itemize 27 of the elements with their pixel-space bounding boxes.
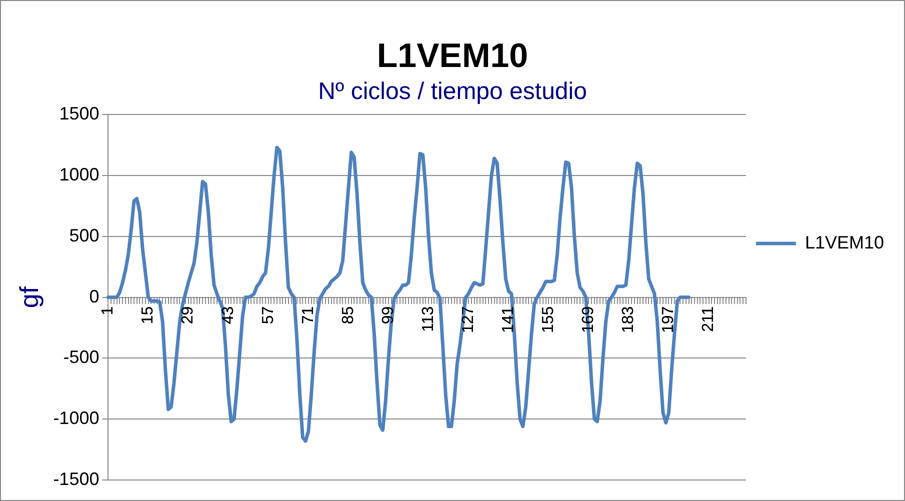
x-tick-label: 57 xyxy=(260,306,277,324)
y-tick-label: -1000 xyxy=(53,408,100,428)
chart-subtitle: Nº ciclos / tiempo estudio xyxy=(318,78,587,105)
y-tick-label: -1500 xyxy=(53,468,100,489)
x-tick-label: 127 xyxy=(460,306,477,334)
y-tick-label: -500 xyxy=(63,347,100,368)
x-tick-label: 155 xyxy=(540,306,558,334)
x-tick-label: 1 xyxy=(100,306,117,316)
x-tick-label: 43 xyxy=(220,306,237,324)
x-tick-label: 183 xyxy=(620,306,638,334)
x-tick-label: 141 xyxy=(500,306,517,334)
x-tick-label: 211 xyxy=(700,306,718,332)
chart-title: L1VEM10 xyxy=(376,36,528,75)
x-tick-label: 113 xyxy=(420,306,437,332)
x-tick-label: 15 xyxy=(140,306,157,324)
legend-label: L1VEM10 xyxy=(804,232,884,252)
x-tick-label: 29 xyxy=(180,306,197,324)
y-tick-label: 1500 xyxy=(59,104,100,124)
y-axis-title: gf xyxy=(14,286,44,308)
y-tick-label: 500 xyxy=(69,225,100,246)
y-tick-label: 0 xyxy=(89,286,100,306)
x-tick-label: 197 xyxy=(660,306,678,334)
x-tick-label: 85 xyxy=(340,306,357,324)
x-tick-label: 169 xyxy=(580,306,598,334)
y-tick-label: 1000 xyxy=(59,164,100,184)
x-tick-label: 99 xyxy=(380,306,397,324)
x-tick-label: 71 xyxy=(300,306,317,324)
